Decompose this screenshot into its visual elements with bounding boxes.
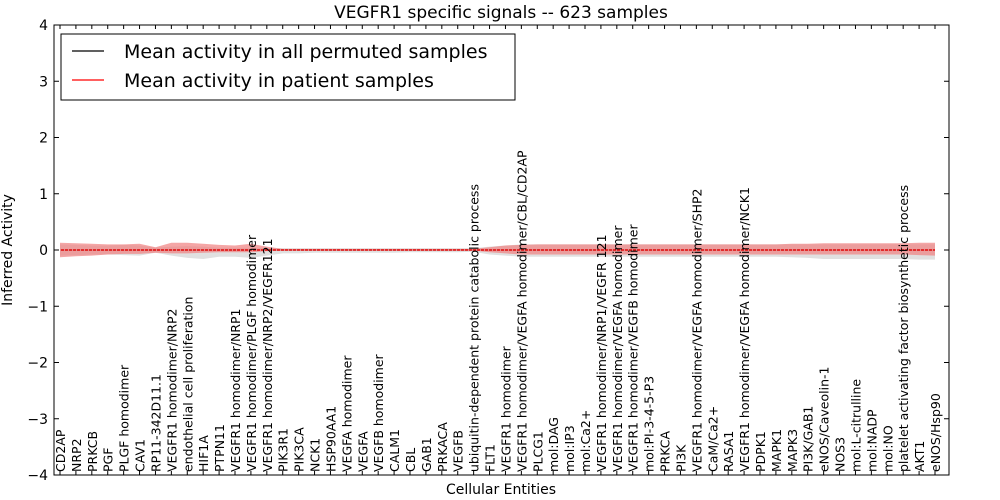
x-tick-label: mol:PI-3-4-5-P3 [642,376,657,472]
x-tick-label: NRP2 [69,438,84,472]
x-tick-label: eNOS/Caveolin-1 [817,367,832,472]
y-tick-label: 4 [39,18,48,34]
y-tick-label: 1 [39,187,48,203]
x-tick-label: RASA1 [721,431,736,472]
x-tick-label: PIK3R1 [276,428,291,472]
legend: Mean activity in all permuted samples Me… [60,33,516,101]
y-tick-label: −1 [27,299,48,315]
x-tick-label: HIF1A [196,435,211,472]
x-tick-label: VEGFB homodimer [371,353,386,472]
x-tick-label: PTPN11 [212,424,227,472]
x-tick-labels: CD2AP NRP2 PRKCB PGF PLGF homodimer CAV1 RP11-… [53,150,943,472]
x-tick-label: eNOS/Hsp90 [928,393,943,472]
x-tick-label: VEGFR1 homodimer/NRP1 [228,309,243,472]
x-tick-label: PI3K [673,444,688,472]
x-tick-label: PRKCA [658,431,673,472]
x-tick-label: GAB1 [419,437,434,472]
x-tick-label: PGF [101,448,116,472]
x-tick-label: MAPK1 [769,429,784,472]
x-tick-label: VEGFR1 homodimer/VEGFA homodimer/CBL/CD2… [514,150,529,472]
x-tick-label: CBL [403,448,418,472]
x-tick-label: MAPK3 [785,429,800,472]
x-tick-label: VEGFB [451,430,466,472]
x-tick-label: VEGFR1 homodimer/VEGFA homodimer [610,225,625,472]
x-tick-label: VEGFR1 homodimer/VEGFA homodimer/NCK1 [737,187,752,472]
x-tick-label: VEGFR1 homodimer/NRP2/VEGFR121 [260,238,275,472]
x-tick-label: mol:IP3 [562,425,577,472]
x-tick-label: VEGFR1 homodimer/NRP1/VEGFR 121 [594,234,609,472]
y-tick-label: −3 [27,412,48,428]
x-tick-label: mol:L-citrulline [848,379,863,472]
chart-title: VEGFR1 specific signals -- 623 samples [334,3,668,23]
axis-ticks: −4 −3 −2 −1 0 1 2 3 4 [27,18,949,484]
x-tick-label: HSP90AA1 [323,406,338,472]
x-tick-label: platelet activating factor biosynthetic … [896,185,911,472]
legend-box [60,33,516,101]
x-tick-label: mol:Ca2+ [578,410,593,472]
x-tick-label: ubiquitin-dependent protein catabolic pr… [467,184,482,472]
x-tick-label: CALM1 [387,429,402,472]
y-tick-label: 0 [39,243,48,259]
legend-label-permuted: Mean activity in all permuted samples [124,41,487,63]
x-tick-label: PLGF homodimer [117,364,132,472]
x-tick-label: PIK3CA [292,427,307,472]
x-tick-label: VEGFR1 homodimer [498,345,513,472]
x-tick-label: CD2AP [53,429,68,472]
x-tick-label: mol:NO [880,425,895,472]
y-tick-label: 2 [39,131,48,147]
y-tick-label: 3 [39,74,48,90]
x-tick-label: endothelial cell proliferation [180,297,195,472]
x-tick-label: PLCG1 [530,431,545,472]
x-tick-label: FLT1 [483,444,498,472]
x-tick-label: VEGFA homodimer [339,355,354,472]
x-tick-label: VEGFR1 homodimer/VEGFB homodimer [626,224,641,472]
x-tick-label: CAV1 [133,439,148,472]
x-tick-label: PDPK1 [753,431,768,472]
x-tick-label: PI3K/GAB1 [801,406,816,472]
y-tick-label: −2 [27,356,48,372]
x-tick-label: AKT1 [912,441,927,472]
x-tick-label: NCK1 [308,438,323,472]
x-tick-label: RP11-342D11.1 [148,374,163,472]
x-tick-label: VEGFR1 homodimer/NRP2 [164,309,179,472]
x-tick-label: mol:NADP [864,409,879,472]
plot-area [60,242,935,260]
y-tick-label: −4 [27,468,48,484]
x-tick-label: VEGFR1 homodimer/PLGF homodimer [244,234,259,472]
x-axis-label: Cellular Entities [446,482,556,498]
x-tick-label: NOS3 [833,437,848,472]
x-tick-label: CaM/Ca2+ [705,406,720,472]
x-tick-label: VEGFA [355,431,370,472]
x-tick-label: mol:DAG [546,417,561,472]
y-axis-label: Inferred Activity [0,194,16,306]
legend-label-patient: Mean activity in patient samples [124,70,434,92]
x-tick-label: VEGFR1 homodimer/VEGFA homodimer/SHP2 [689,188,704,472]
x-tick-label: PRKCB [85,431,100,472]
x-tick-label: PRKACA [435,422,450,472]
